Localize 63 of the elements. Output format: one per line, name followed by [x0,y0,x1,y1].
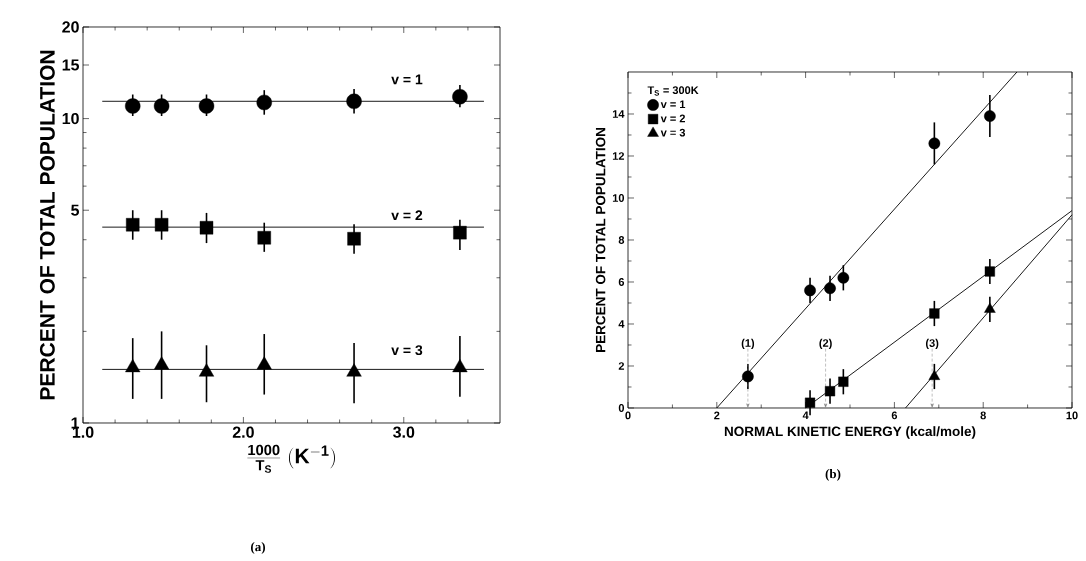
y-tick-label: 0 [618,404,625,412]
point [453,225,467,240]
x-tick-label: 2.0 [232,426,254,438]
annotation: (3) [925,338,939,350]
point [199,221,214,235]
point [346,93,362,109]
text: (b) [825,469,841,481]
legend-title: T$_{S}$ = 300K [647,86,699,96]
point [929,308,940,319]
point [346,363,362,377]
y-tick-label: 8 [618,236,625,244]
text: v = 1 [391,74,423,85]
point [256,356,272,370]
annotation: (2) [819,338,832,350]
annotation: (1) [741,338,755,350]
legend-label: v = 2 [660,114,686,123]
x-tick-label: 0 [625,411,631,420]
point [257,231,271,245]
point [256,94,272,111]
y-tick-label: 10 [612,194,625,202]
x-tick-label: 8 [980,411,986,420]
point [824,386,836,397]
legend-label: v = 1 [660,100,686,109]
point [154,356,170,370]
x-tick-label: 3.0 [393,426,415,438]
text: v = 3 [391,345,423,356]
point [984,110,996,122]
y-tick-label: 15 [62,59,80,71]
x-tick-label: 6 [891,411,898,420]
x-tick-label: 4 [802,411,809,420]
y-axis-title: PERCENT OF TOTAL POPULATION [39,50,55,400]
point [984,302,996,313]
point [824,282,836,295]
y-tick-label: 2 [618,362,625,370]
point [125,358,141,373]
point [347,232,361,246]
point [984,266,995,277]
x-tick-label: 2 [714,411,720,420]
y-tick-label: 20 [62,21,79,33]
y-tick-label: 12 [612,152,625,160]
y-tick-label: 14 [612,110,625,118]
x-axis-title: NORMAL KINETIC ENERGY (kcal/mole) [724,426,976,439]
point [837,271,850,284]
y-tick-label: 10 [62,112,79,125]
y-tick-label: 6 [618,278,625,286]
text: (a) [251,542,266,554]
y-tick-label: 4 [618,320,625,328]
point [198,363,215,377]
point [742,370,754,383]
point [804,284,816,297]
point [804,397,816,408]
point [928,137,941,150]
point [928,369,941,380]
point [154,218,169,232]
point [126,218,140,232]
point [452,358,468,373]
y-axis-title: PERCENT OF TOTAL POPULATION [595,128,606,352]
x-tick-label: 10 [1066,411,1078,420]
text: v = 2 [391,210,423,221]
point [838,376,849,387]
y-tick-label: 5 [71,204,80,216]
legend-label: v = 3 [660,128,686,137]
x-axis-title: $\frac{\mathbf{1000}}{\mathbf{T_{S}}}\ (\mathbf{K^{-1}})$ [247,444,335,473]
